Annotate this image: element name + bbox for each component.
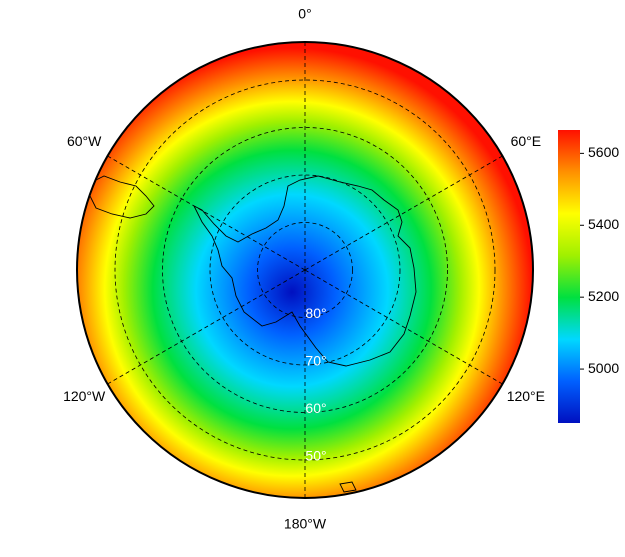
latitude-line (114, 79, 496, 461)
longitude-line (107, 155, 306, 271)
longitude-label: 60°W (67, 133, 102, 149)
colorbar-tick-label: 5200 (588, 288, 619, 304)
longitude-label: 120°E (507, 388, 545, 404)
coastline (89, 175, 417, 493)
latitude-line (257, 222, 353, 318)
latitude-line (162, 127, 448, 413)
colorbar-tick-label: 5400 (588, 216, 619, 232)
latitude-label: 80° (305, 305, 326, 321)
longitude-line (107, 269, 306, 385)
colorbar-tick-label: 5600 (588, 144, 619, 160)
latitude-label: 50° (305, 448, 326, 464)
graticule (107, 42, 503, 498)
longitude-label: 120°W (63, 388, 106, 404)
longitude-label: 180°W (284, 516, 327, 532)
latitude-label: 70° (305, 353, 326, 369)
map-border (76, 41, 534, 499)
colorbar-tick-label: 5000 (588, 360, 619, 376)
longitude-label: 0° (298, 6, 311, 22)
longitude-line (304, 269, 503, 385)
colorbar (558, 130, 580, 423)
longitude-line (304, 155, 503, 271)
labels: 80° 70° 60° 50° 0° 60°E 120°E 180°W 120°W 60°W 500… (63, 6, 619, 532)
longitude-label: 60°E (511, 133, 542, 149)
latitude-label: 60° (305, 400, 326, 416)
